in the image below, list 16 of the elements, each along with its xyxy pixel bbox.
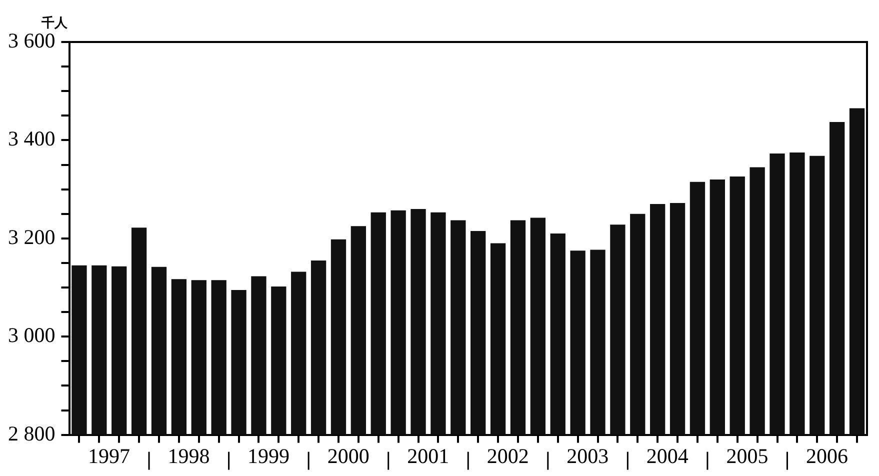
x-tick-label: 2000	[327, 444, 370, 468]
x-tick-label: 2003	[566, 444, 609, 468]
y-tick-label: 3 200	[8, 224, 56, 249]
x-tick-label: 1998	[168, 444, 210, 468]
x-tick-label: 1999	[248, 444, 290, 468]
y-tick-label: 3 400	[8, 126, 56, 151]
x-tick-label: 2002	[486, 444, 529, 468]
y-tick-label: 3 000	[8, 323, 56, 348]
y-tick-label: 2 800	[8, 421, 56, 446]
x-tick-label: 1997	[88, 444, 130, 468]
x-tick-label: 2001	[407, 444, 450, 468]
x-tick-label: 2004	[646, 444, 689, 468]
y-tick-label: 3 600	[8, 28, 56, 53]
x-tick-label: 2005	[726, 444, 768, 468]
y-axis-title: 千人	[40, 14, 68, 31]
x-tick-label: 2006	[806, 444, 848, 468]
